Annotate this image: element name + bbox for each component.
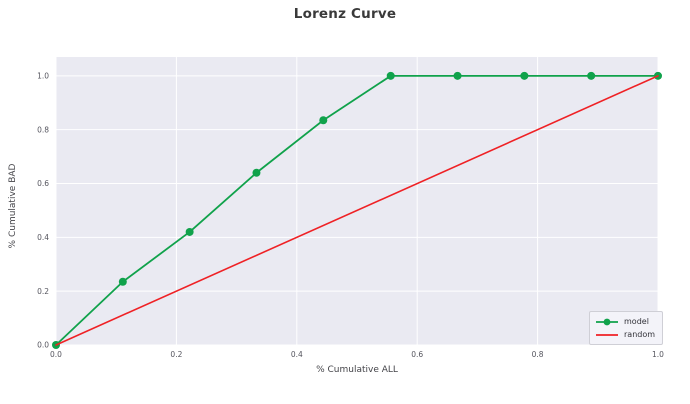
y-tick-label: 1.0: [37, 71, 49, 80]
legend-item-model: model: [595, 315, 657, 328]
plot-background: [56, 57, 658, 345]
data-point-model: [587, 71, 596, 80]
data-point-model: [453, 71, 462, 80]
model-line-sample-icon: [596, 318, 618, 325]
y-tick-label: 0.2: [37, 287, 49, 296]
y-tick-label: 0.0: [37, 341, 49, 350]
series-line-random: [55, 75, 659, 346]
data-point-model: [252, 168, 261, 177]
random-line-sample-icon: [596, 333, 618, 336]
x-axis-label: % Cumulative ALL: [316, 365, 398, 375]
data-point-model: [520, 71, 529, 80]
data-point-model: [319, 116, 328, 125]
y-tick-label: 0.8: [37, 125, 49, 134]
x-tick-label: 0.4: [291, 350, 303, 359]
x-tick-label: 1.0: [652, 350, 664, 359]
series-line-model: [55, 74, 659, 346]
legend-label-random: random: [624, 330, 656, 339]
legend: model random: [589, 311, 663, 345]
legend-label-model: model: [624, 317, 649, 326]
x-tick-label: 0.6: [411, 350, 423, 359]
y-tick-label: 0.4: [37, 233, 49, 242]
data-point-model: [386, 71, 395, 80]
data-point-model: [185, 227, 194, 236]
y-tick-label: 0.6: [37, 179, 49, 188]
chart-title: Lorenz Curve: [293, 6, 397, 22]
legend-item-random: random: [595, 328, 657, 341]
data-point-model: [118, 277, 127, 286]
y-axis-label: % Cumulative BAD: [8, 163, 18, 249]
x-tick-label: 0.8: [532, 350, 544, 359]
x-tick-label: 0.2: [170, 350, 182, 359]
x-tick-label: 0.0: [50, 350, 62, 359]
